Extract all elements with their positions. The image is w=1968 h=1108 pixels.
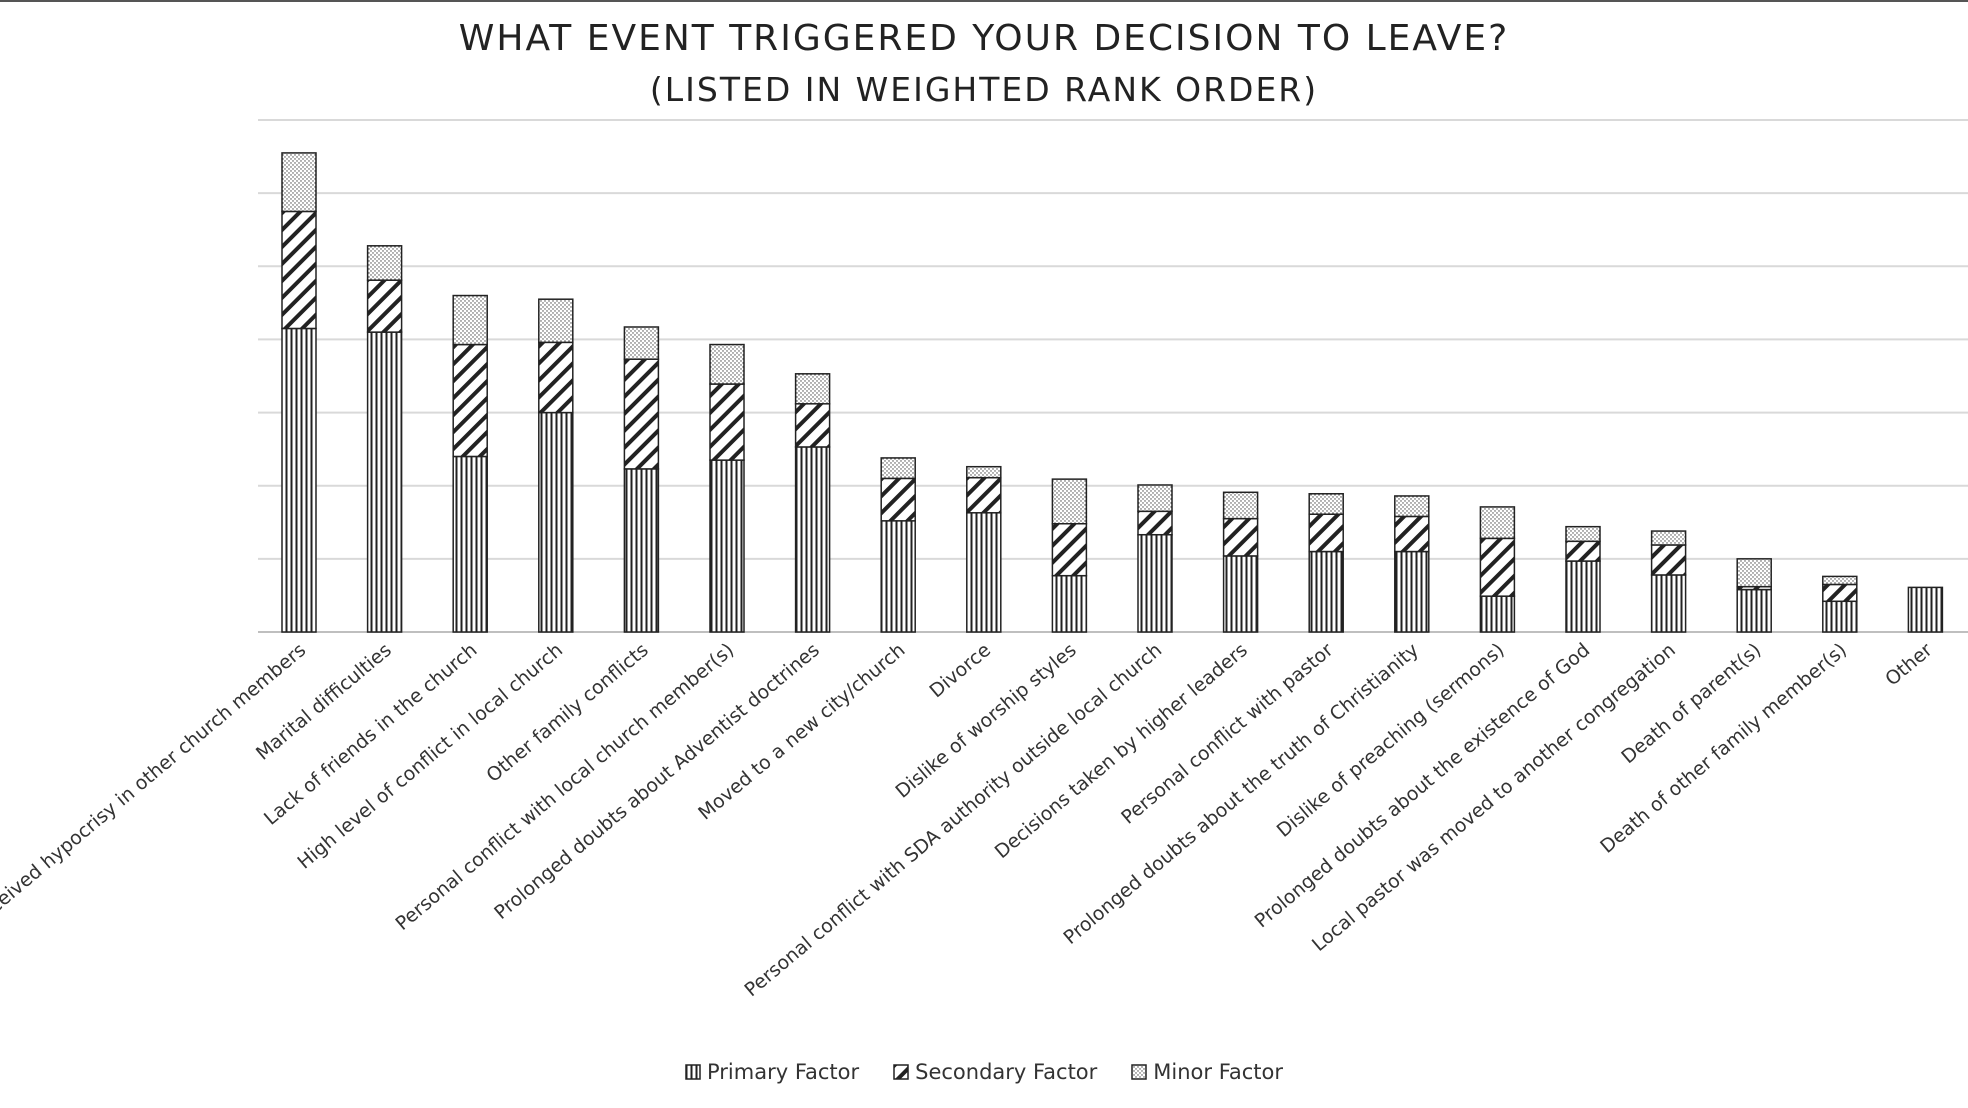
- bar-segment-primary-factor: [880, 520, 916, 633]
- bar-segment-minor-factor: [1565, 525, 1601, 543]
- bar-segment-primary-factor: [1650, 574, 1687, 633]
- category-label: Prolonged doubts about Adventist doctrin…: [490, 639, 824, 924]
- bar-segment-minor-factor: [1479, 506, 1516, 540]
- bar-segment-primary-factor: [281, 327, 317, 633]
- bar-segment-primary-factor: [623, 468, 660, 633]
- bar-segment-secondary-factor: [709, 383, 745, 461]
- bar-segment-minor-factor: [880, 457, 916, 480]
- bar-segment-secondary-factor: [1308, 513, 1344, 553]
- bar-segment-secondary-factor: [366, 279, 403, 333]
- category-label: Perceived hypocrisy in other church memb…: [0, 639, 310, 937]
- bar-segment-minor-factor: [366, 245, 403, 281]
- bar-segment-primary-factor: [1051, 574, 1088, 633]
- bar-segment-minor-factor: [1822, 575, 1858, 586]
- bar-segment-primary-factor: [1907, 586, 1944, 633]
- bar-segment-primary-factor: [1565, 560, 1601, 633]
- bar-segment-primary-factor: [1394, 550, 1430, 633]
- legend: Primary Factor Secondary Factor Minor Fact…: [0, 1060, 1968, 1084]
- legend-item: Minor Factor: [1131, 1060, 1283, 1084]
- bar-segment-secondary-factor: [1650, 544, 1687, 576]
- category-label: Other family conflicts: [482, 639, 652, 787]
- bar-segment-secondary-factor: [966, 476, 1002, 514]
- bar-segment-secondary-factor: [1565, 540, 1601, 562]
- bar-segment-minor-factor: [623, 326, 660, 360]
- bar-segment-primary-factor: [709, 459, 745, 633]
- legend-label: Secondary Factor: [915, 1060, 1098, 1084]
- category-label: Divorce: [925, 639, 995, 702]
- bar-segment-secondary-factor: [281, 210, 317, 330]
- bar-segment-minor-factor: [966, 465, 1002, 479]
- legend-item: Secondary Factor: [893, 1060, 1097, 1084]
- bar-segment-secondary-factor: [623, 358, 660, 470]
- bar-segment-secondary-factor: [1051, 522, 1088, 577]
- bar-segment-primary-factor: [1308, 550, 1344, 633]
- bar-segment-minor-factor: [1650, 530, 1687, 546]
- bar-segment-secondary-factor: [794, 403, 831, 448]
- chart-subtitle: (LISTED IN WEIGHTED RANK ORDER): [649, 70, 1319, 109]
- category-label: Other: [1881, 639, 1937, 691]
- top-border-line: [0, 0, 1968, 2]
- bar-segment-primary-factor: [452, 455, 488, 633]
- legend-label: Primary Factor: [707, 1060, 860, 1084]
- bar-segment-primary-factor: [366, 331, 403, 633]
- bar-segment-secondary-factor: [1822, 583, 1858, 603]
- legend-swatch: [685, 1064, 701, 1080]
- bar-segment-primary-factor: [538, 411, 574, 633]
- bar-segment-minor-factor: [1137, 484, 1173, 513]
- bar-segment-primary-factor: [1736, 588, 1772, 633]
- bar-segment-secondary-factor: [880, 477, 916, 522]
- gridlines: [258, 119, 1968, 633]
- bar-segment-minor-factor: [794, 373, 831, 405]
- bar-segment-minor-factor: [1051, 478, 1088, 525]
- bar-segment-secondary-factor: [1394, 515, 1430, 553]
- bar-segment-minor-factor: [1394, 495, 1430, 518]
- bar-segment-secondary-factor: [538, 341, 574, 414]
- bar-segment-minor-factor: [1308, 493, 1344, 515]
- bar-segment-primary-factor: [1822, 600, 1858, 633]
- legend-item: Primary Factor: [685, 1060, 859, 1084]
- bar-segment-primary-factor: [1137, 533, 1173, 633]
- bar-segment-secondary-factor: [452, 343, 488, 458]
- chart-title: WHAT EVENT TRIGGERED YOUR DECISION TO LE…: [458, 18, 1510, 59]
- bar-segment-minor-factor: [281, 152, 317, 213]
- bar-segment-primary-factor: [1222, 555, 1259, 633]
- bar-segment-minor-factor: [1736, 558, 1772, 588]
- bar-segment-secondary-factor: [1222, 517, 1259, 557]
- bar-segment-minor-factor: [452, 294, 488, 346]
- legend-swatch: [893, 1064, 909, 1080]
- legend-label: Minor Factor: [1153, 1060, 1283, 1084]
- category-labels: Perceived hypocrisy in other church memb…: [0, 639, 1937, 1001]
- bar-segment-secondary-factor: [1479, 537, 1516, 597]
- category-label: Death of parent(s): [1617, 639, 1765, 768]
- bar-segment-primary-factor: [794, 446, 831, 633]
- bar-segment-primary-factor: [966, 512, 1002, 633]
- bars: [281, 152, 1944, 633]
- legend-swatch: [1131, 1064, 1148, 1080]
- category-label: Personal conflict with SDA authority out…: [740, 639, 1166, 1001]
- bar-segment-minor-factor: [538, 298, 574, 344]
- bar-segment-minor-factor: [709, 343, 745, 385]
- bar-segment-secondary-factor: [1137, 510, 1173, 536]
- bar-segment-primary-factor: [1479, 595, 1516, 633]
- bar-segment-minor-factor: [1222, 491, 1259, 520]
